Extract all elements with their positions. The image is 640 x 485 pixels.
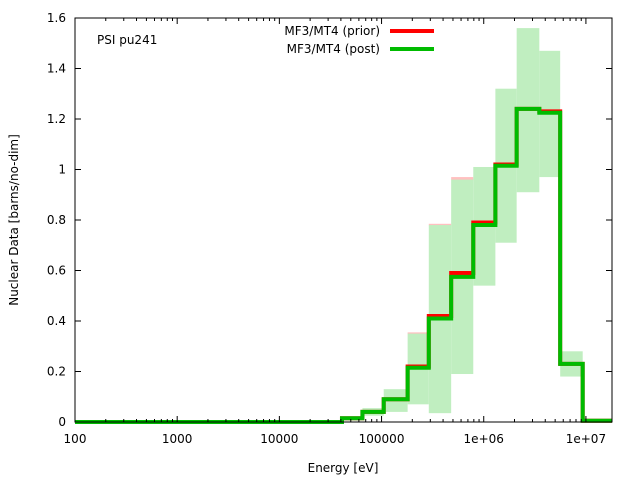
x-axis-label: Energy [eV] [308, 461, 379, 475]
post-series-line [75, 106, 612, 424]
x-tick-label: 100000 [359, 432, 405, 446]
y-tick-label: 0.6 [47, 264, 66, 278]
y-tick-label: 1.6 [47, 11, 66, 25]
y-tick-label: 0.2 [47, 365, 66, 379]
y-tick-label: 0 [58, 415, 66, 429]
y-tick-label: 0.8 [47, 213, 66, 227]
prior-band-bin [428, 223, 452, 226]
y-axis-label: Nuclear Data [barns/no-dim] [7, 134, 21, 306]
x-tick-label: 1e+06 [464, 432, 504, 446]
y-tick-label: 1.2 [47, 112, 66, 126]
annotation: PSI pu241 [97, 33, 157, 47]
prior-band-bin [407, 332, 429, 335]
prior-band-bin [451, 177, 474, 181]
y-tick-label: 0.4 [47, 314, 66, 328]
y-tick-label: 1.4 [47, 62, 66, 76]
legend-label-post: MF3/MT4 (post) [287, 42, 380, 56]
y-tick-label: 1 [58, 163, 66, 177]
x-tick-label: 10000 [260, 432, 298, 446]
legend-label-prior: MF3/MT4 (prior) [284, 24, 380, 38]
x-tick-label: 1000 [162, 432, 193, 446]
x-tick-label: 100 [64, 432, 87, 446]
x-tick-label: 1e+07 [566, 432, 606, 446]
